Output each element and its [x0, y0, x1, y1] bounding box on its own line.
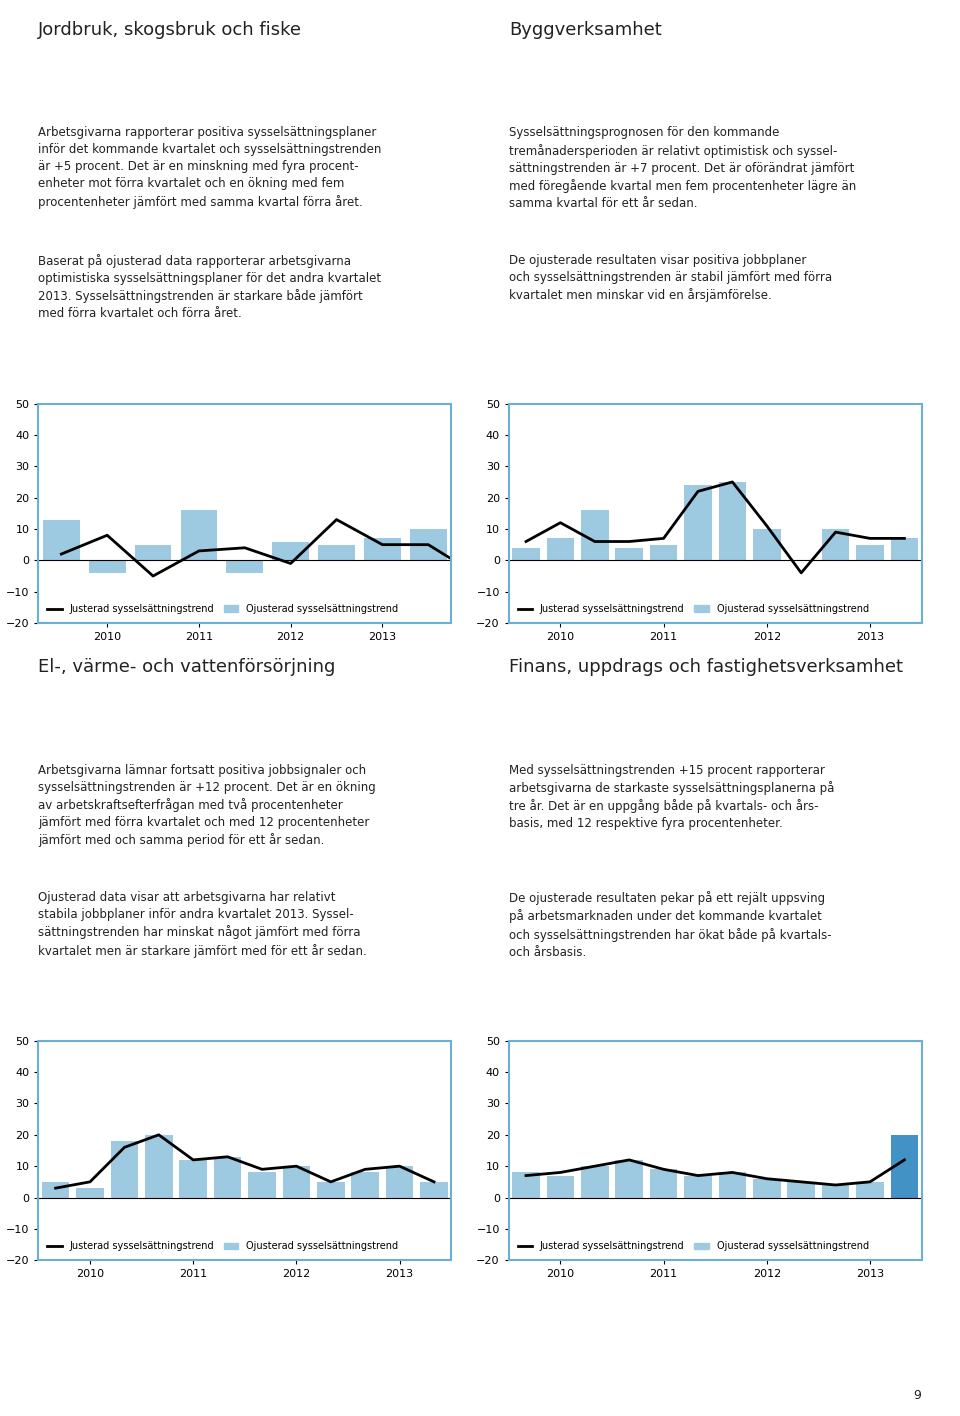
- Text: Baserat på ojusterad data rapporterar arbetsgivarna
optimistiska sysselsättnings: Baserat på ojusterad data rapporterar ar…: [38, 253, 381, 320]
- Text: Sysselsättningsprognosen för den kommande
tremånadersperioden är relativt optimi: Sysselsättningsprognosen för den kommand…: [509, 126, 856, 210]
- Text: Byggverksamhet: Byggverksamhet: [509, 21, 661, 40]
- Bar: [719, 481, 746, 561]
- Bar: [249, 1172, 276, 1198]
- Bar: [420, 1182, 447, 1198]
- Bar: [719, 1172, 746, 1198]
- Bar: [546, 538, 574, 561]
- Text: El-, värme- och vattenförsörjning: El-, värme- och vattenförsörjning: [38, 658, 336, 677]
- Legend: Justerad sysselsättningstrend, Ojusterad sysselsättningstrend: Justerad sysselsättningstrend, Ojusterad…: [43, 1238, 402, 1256]
- Legend: Justerad sysselsättningstrend, Ojusterad sysselsättningstrend: Justerad sysselsättningstrend, Ojusterad…: [43, 600, 402, 619]
- Text: Finans, uppdrags och fastighetsverksamhet: Finans, uppdrags och fastighetsverksamhe…: [509, 658, 902, 677]
- Bar: [180, 510, 217, 561]
- Bar: [581, 1167, 609, 1198]
- Bar: [891, 1134, 918, 1198]
- Bar: [891, 538, 918, 561]
- Bar: [513, 1172, 540, 1198]
- Bar: [89, 561, 126, 573]
- Legend: Justerad sysselsättningstrend, Ojusterad sysselsättningstrend: Justerad sysselsättningstrend, Ojusterad…: [514, 600, 873, 619]
- Bar: [110, 1141, 138, 1198]
- Bar: [386, 1167, 414, 1198]
- Bar: [134, 545, 172, 561]
- Bar: [753, 1178, 780, 1198]
- Bar: [615, 548, 643, 561]
- Bar: [410, 530, 446, 561]
- Text: Jordbruk, skogsbruk och fiske: Jordbruk, skogsbruk och fiske: [38, 21, 302, 40]
- Bar: [282, 1167, 310, 1198]
- Bar: [615, 1160, 643, 1198]
- Bar: [43, 520, 80, 561]
- Text: Ojusterad data visar att arbetsgivarna har relativt
stabila jobbplaner inför and: Ojusterad data visar att arbetsgivarna h…: [38, 891, 367, 957]
- Text: Med sysselsättningstrenden +15 procent rapporterar
arbetsgivarna de starkaste sy: Med sysselsättningstrenden +15 procent r…: [509, 763, 834, 830]
- Bar: [684, 486, 711, 561]
- Text: De ojusterade resultaten visar positiva jobbplaner
och sysselsättningstrenden är: De ojusterade resultaten visar positiva …: [509, 253, 832, 302]
- Text: 9: 9: [914, 1389, 922, 1402]
- Bar: [856, 545, 884, 561]
- Bar: [145, 1134, 173, 1198]
- Bar: [317, 1182, 345, 1198]
- Legend: Justerad sysselsättningstrend, Ojusterad sysselsättningstrend: Justerad sysselsättningstrend, Ojusterad…: [514, 1238, 873, 1256]
- Text: De ojusterade resultaten pekar på ett rejält uppsving
på arbetsmarknaden under d: De ojusterade resultaten pekar på ett re…: [509, 891, 831, 959]
- Bar: [822, 1185, 850, 1198]
- Bar: [513, 548, 540, 561]
- Bar: [546, 1175, 574, 1198]
- Bar: [684, 1175, 711, 1198]
- Text: Arbetsgivarna rapporterar positiva sysselsättningsplaner
inför det kommande kvar: Arbetsgivarna rapporterar positiva sysse…: [38, 126, 382, 208]
- Bar: [650, 545, 678, 561]
- Bar: [650, 1170, 678, 1198]
- Bar: [856, 1182, 884, 1198]
- Bar: [581, 510, 609, 561]
- Bar: [180, 1160, 207, 1198]
- Bar: [364, 538, 400, 561]
- Text: Arbetsgivarna lämnar fortsatt positiva jobbsignaler och
sysselsättningstrenden ä: Arbetsgivarna lämnar fortsatt positiva j…: [38, 763, 376, 847]
- Bar: [753, 530, 780, 561]
- Bar: [273, 541, 309, 561]
- Bar: [42, 1182, 69, 1198]
- Bar: [351, 1172, 379, 1198]
- Bar: [318, 545, 355, 561]
- Bar: [227, 561, 263, 573]
- Bar: [76, 1188, 104, 1198]
- Bar: [822, 530, 850, 561]
- Bar: [787, 1182, 815, 1198]
- Bar: [214, 1157, 241, 1198]
